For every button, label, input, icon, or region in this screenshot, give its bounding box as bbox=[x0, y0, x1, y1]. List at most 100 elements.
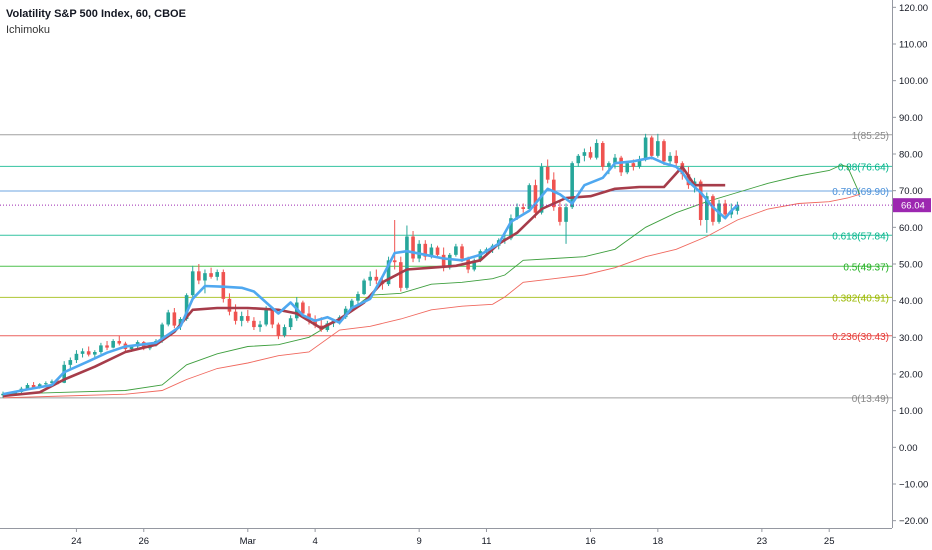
candle-body bbox=[631, 163, 636, 167]
candle-body bbox=[184, 295, 189, 319]
candle-body bbox=[447, 254, 452, 268]
price-axis-label: −20.00 bbox=[899, 516, 928, 527]
time-axis-label: 23 bbox=[757, 536, 768, 547]
candle-body bbox=[539, 166, 544, 213]
fib-level-label: 0.5(49.37) bbox=[843, 262, 889, 273]
candle-body bbox=[68, 360, 73, 365]
candle-body bbox=[723, 203, 727, 215]
candle-body bbox=[44, 383, 48, 385]
price-axis-label: 50.00 bbox=[899, 260, 923, 271]
candle-body bbox=[1, 393, 5, 396]
candle-body bbox=[374, 276, 379, 281]
last-price-badge bbox=[893, 198, 931, 213]
candle-body bbox=[31, 385, 36, 388]
candle-body bbox=[576, 155, 581, 164]
ichimoku-lines bbox=[2, 156, 739, 398]
candle-body bbox=[472, 260, 477, 270]
candle-body bbox=[552, 179, 556, 208]
candle-body bbox=[368, 276, 372, 281]
candle-body bbox=[643, 137, 648, 160]
candle-body bbox=[343, 308, 348, 318]
candle-body bbox=[129, 346, 134, 350]
candle-body bbox=[509, 218, 513, 239]
candle-body bbox=[649, 137, 654, 156]
candle-body bbox=[735, 205, 740, 211]
candle-body bbox=[160, 324, 164, 341]
fib-level-label: 1(85.25) bbox=[852, 131, 889, 142]
price-axis-label: −10.00 bbox=[899, 480, 928, 491]
time-axis-label: 18 bbox=[653, 536, 664, 547]
price-axis-label: 0.00 bbox=[899, 443, 918, 454]
candle-body bbox=[613, 157, 617, 164]
candle-body bbox=[209, 273, 213, 277]
candle-body bbox=[582, 152, 587, 156]
candle-body bbox=[276, 324, 281, 336]
candle-body bbox=[350, 300, 354, 309]
candle-body bbox=[252, 320, 256, 328]
candle-body bbox=[270, 309, 275, 325]
candle-body bbox=[515, 207, 519, 219]
candle-body bbox=[533, 185, 538, 213]
candle-body bbox=[435, 247, 440, 255]
candle-body bbox=[545, 166, 550, 180]
indicator-label[interactable]: Ichimoku bbox=[6, 24, 51, 36]
time-axis-label: 9 bbox=[417, 536, 422, 547]
candle-body bbox=[588, 152, 593, 158]
price-axis-label: 80.00 bbox=[899, 150, 923, 161]
candle-body bbox=[117, 341, 122, 344]
time-axis[interactable]: 24 26 Mar 4 9 11 16 18 23 25 bbox=[0, 528, 892, 547]
candle-body bbox=[288, 318, 293, 328]
candle-body bbox=[172, 312, 177, 326]
candle-body bbox=[521, 207, 525, 209]
candle-body bbox=[662, 141, 666, 162]
candle-body bbox=[600, 143, 605, 167]
fib-level-label: 0(13.49) bbox=[852, 394, 889, 405]
ichimoku-cloud bbox=[2, 164, 861, 399]
fib-level-label: 0.236(30.43) bbox=[832, 332, 889, 343]
candle-body bbox=[564, 207, 568, 222]
chart-legend: Volatility S&P 500 Index, 60, CBOE Ichim… bbox=[6, 6, 186, 38]
fibonacci-levels: 1(85.25) 0.88(76.64) 0.786(69.90) 0.618(57.… bbox=[0, 131, 892, 405]
price-axis-label: 110.00 bbox=[899, 40, 927, 51]
candle-body bbox=[258, 324, 262, 328]
candle-body bbox=[74, 353, 79, 361]
candle-body bbox=[93, 352, 97, 355]
symbol-title[interactable]: Volatility S&P 500 Index, 60, CBOE bbox=[6, 8, 186, 20]
fib-level-label: 0.618(57.84) bbox=[832, 231, 889, 242]
candle-body bbox=[356, 294, 360, 301]
price-axis-label: 20.00 bbox=[899, 370, 923, 381]
price-axis[interactable]: 120.00 110.00 100.00 90.00 80.00 70.00 60.00 50… bbox=[892, 0, 931, 528]
candle-body bbox=[527, 185, 532, 209]
time-axis-label: 16 bbox=[585, 536, 596, 547]
conversion-line bbox=[2, 156, 739, 396]
leading-span-b bbox=[2, 193, 860, 399]
candle-body bbox=[392, 260, 397, 263]
candle-body bbox=[399, 262, 403, 288]
price-axis-label: 10.00 bbox=[899, 406, 923, 417]
candle-body bbox=[711, 196, 715, 222]
candle-body bbox=[111, 341, 115, 348]
candle-body bbox=[203, 273, 207, 281]
candle-body bbox=[405, 236, 409, 288]
price-axis-label: 120.00 bbox=[899, 3, 928, 14]
price-axis-label: 70.00 bbox=[899, 186, 923, 197]
candle-body bbox=[674, 155, 678, 164]
candle-body bbox=[166, 312, 171, 325]
time-axis-label: 11 bbox=[482, 536, 492, 547]
candle-body bbox=[50, 381, 54, 384]
candle-body bbox=[594, 143, 599, 158]
price-axis-label: 40.00 bbox=[899, 296, 923, 307]
time-axis-label: Mar bbox=[240, 536, 256, 547]
candle-body bbox=[625, 163, 630, 173]
candle-body bbox=[417, 243, 421, 259]
candle-body bbox=[264, 309, 268, 325]
candle-body bbox=[246, 316, 250, 321]
last-price-label: 66.04 bbox=[901, 201, 925, 212]
time-axis-label: 4 bbox=[312, 536, 317, 547]
candle-body bbox=[227, 298, 232, 312]
candle-body bbox=[619, 157, 623, 173]
candle-body bbox=[423, 243, 428, 257]
candle-body bbox=[558, 207, 562, 222]
candle-body bbox=[239, 316, 244, 321]
